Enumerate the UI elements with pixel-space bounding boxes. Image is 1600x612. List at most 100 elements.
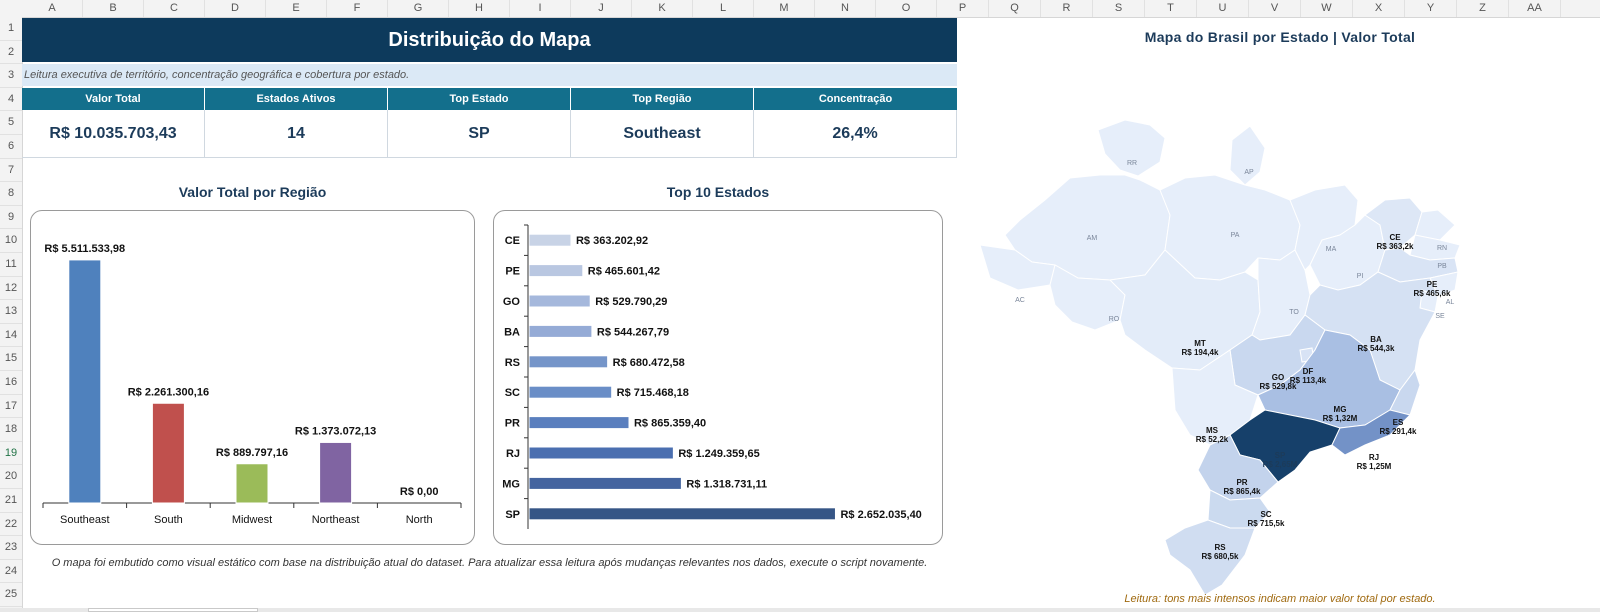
map-state-code: CE [1389,233,1401,242]
top10-bar[interactable] [528,355,609,369]
map-title: Mapa do Brasil por Estado | Valor Total [1144,29,1416,45]
column-header[interactable]: R [1041,0,1093,17]
row-header[interactable]: 14 [0,324,22,348]
row-header[interactable]: 18 [0,418,22,442]
map-state-value: R$ 52,2k [1196,435,1229,444]
column-header[interactable]: I [510,0,571,17]
column-header[interactable]: B [83,0,144,17]
map-state-value: R$ 529,8k [1260,382,1297,391]
top10-bar[interactable] [528,476,682,490]
row-header[interactable]: 3 [0,64,22,88]
kpi-value-valor-total: R$ 10.035.703,43 [22,110,205,158]
column-header[interactable]: M [754,0,815,17]
column-header[interactable]: V [1249,0,1301,17]
state-shape-pr[interactable] [1197,434,1279,501]
top10-data-label: R$ 465.601,42 [588,266,660,278]
row-header[interactable]: 12 [0,277,22,301]
state-shape-rs[interactable] [1164,519,1256,596]
column-header[interactable]: N [815,0,876,17]
column-header[interactable]: X [1353,0,1405,17]
column-header[interactable]: U [1197,0,1249,17]
map-state-code: AC [1015,297,1025,304]
map-state-value: R$ 715,5k [1248,519,1285,528]
map-state-code: DF [1303,367,1314,376]
top10-bar[interactable] [528,385,613,399]
top10-data-label: R$ 1.318.731,11 [686,478,767,490]
column-header[interactable]: H [449,0,510,17]
row-header[interactable]: 7 [0,159,22,183]
column-header[interactable]: S [1093,0,1145,17]
row-header[interactable]: 8 [0,182,22,206]
row-header[interactable]: 22 [0,513,22,537]
region-bar[interactable] [68,259,102,504]
kpi-value-estados-ativos: 14 [205,110,388,158]
region-bar[interactable] [151,402,185,504]
column-header[interactable]: L [693,0,754,17]
top10-bar[interactable] [528,507,836,521]
row-header[interactable]: 20 [0,465,22,489]
state-shape-rj[interactable] [1331,409,1411,456]
column-header-bar: A B C D E F G H I J K L M N O P Q R S T U V W X Y Z AA [0,0,1600,18]
row-header[interactable]: 19 [0,442,22,466]
top10-bar[interactable] [528,264,584,278]
active-sheet-tab[interactable] [88,608,258,612]
top10-category-label: RS [505,357,520,369]
column-header[interactable]: P [937,0,989,17]
region-data-label: R$ 2.261.300,16 [128,386,209,398]
row-header[interactable]: 9 [0,206,22,230]
brazil-map[interactable]: RR AP AM PA MA CER$ 363,2k RN PB PER$ 465,6kALSE… [960,50,1600,610]
row-header[interactable]: 6 [0,135,22,159]
column-header[interactable]: F [327,0,388,17]
region-bar[interactable] [235,463,269,504]
row-header[interactable]: 10 [0,229,22,253]
state-shape-rr[interactable] [1097,119,1166,177]
top10-bar[interactable] [528,324,593,338]
column-header[interactable]: E [266,0,327,17]
row-header[interactable]: 21 [0,489,22,513]
row-header[interactable]: 4 [0,88,22,112]
top10-bar[interactable] [528,233,572,247]
state-shape-es[interactable] [1389,368,1421,416]
top10-bar[interactable] [528,416,630,430]
column-header[interactable]: K [632,0,693,17]
row-header[interactable]: 23 [0,536,22,560]
top10-bar[interactable] [528,446,674,460]
top10-bar[interactable] [528,294,591,308]
column-header[interactable]: C [144,0,205,17]
top10-bar-chart: CE R$ 363.202,92 PE R$ 465.601,42 GO R$ 529.7… [502,224,922,529]
state-shape-rn[interactable] [1414,209,1456,241]
row-header[interactable]: 25 [0,583,22,607]
column-header[interactable]: A [22,0,83,17]
region-bar[interactable] [319,441,353,504]
top10-category-label: BA [504,326,520,338]
column-header[interactable]: O [876,0,937,17]
column-header[interactable]: J [571,0,632,17]
column-header[interactable]: AA [1509,0,1561,17]
kpi-value-concentracao: 26,4% [754,110,957,158]
row-header[interactable]: 11 [0,253,22,277]
column-header[interactable]: Y [1405,0,1457,17]
row-header[interactable]: 16 [0,371,22,395]
state-shape-ro[interactable] [1049,264,1126,331]
row-header[interactable]: 13 [0,300,22,324]
row-header[interactable]: 24 [0,560,22,584]
column-header[interactable]: D [205,0,266,17]
row-header[interactable]: 15 [0,347,22,371]
row-header[interactable]: 5 [0,111,22,135]
top10-data-label: R$ 865.359,40 [634,418,706,430]
region-category-label: Midwest [232,514,272,526]
column-header[interactable]: T [1145,0,1197,17]
row-header[interactable]: 2 [0,41,22,65]
top10-chart-panel[interactable]: CE R$ 363.202,92 PE R$ 465.601,42 GO R$ 529.7… [493,210,943,545]
column-header[interactable]: G [388,0,449,17]
top10-data-label: R$ 529.790,29 [595,296,667,308]
row-header[interactable]: 17 [0,395,22,419]
column-header[interactable]: W [1301,0,1353,17]
region-chart-panel[interactable]: R$ 5.511.533,98 Southeast R$ 2.261.300,16 S… [30,210,475,545]
top10-category-label: SC [505,387,520,399]
state-shape-pb[interactable] [1409,234,1461,261]
state-shape-ap[interactable] [1229,125,1266,186]
column-header[interactable]: Z [1457,0,1509,17]
column-header[interactable]: Q [989,0,1041,17]
row-header[interactable]: 1 [0,17,22,41]
